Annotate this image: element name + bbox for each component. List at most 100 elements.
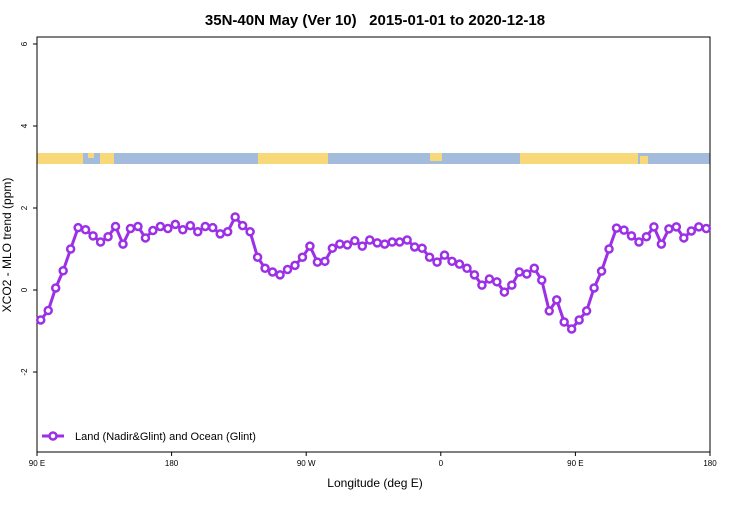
data-point: [215, 229, 225, 239]
data-point: [596, 266, 607, 276]
y-tick-label: 4: [20, 123, 29, 128]
data-point: [65, 244, 76, 254]
data-point: [178, 224, 188, 235]
data-point: [387, 237, 397, 247]
data-point: [469, 270, 480, 280]
data-point: [342, 240, 353, 250]
data-point: [409, 242, 420, 252]
data-point: [320, 256, 330, 267]
data-point: [245, 227, 255, 237]
x-axis-label: Longitude (deg E): [327, 476, 422, 490]
data-point: [514, 267, 525, 277]
data-point: [50, 283, 61, 293]
data-point: [350, 236, 360, 246]
data-point: [312, 257, 323, 267]
data-point: [140, 233, 151, 243]
data-point: [656, 239, 667, 249]
data-point: [574, 315, 584, 325]
data-point: [507, 280, 517, 290]
data-point: [402, 235, 412, 245]
data-point: [80, 224, 91, 235]
data-point: [694, 222, 704, 232]
data-point: [424, 252, 435, 262]
data-point: [365, 235, 375, 245]
data-point: [305, 241, 315, 251]
data-point: [252, 252, 263, 262]
data-point: [335, 239, 345, 249]
data-point: [267, 267, 278, 277]
data-point: [275, 270, 285, 280]
data-point: [297, 252, 308, 262]
y-axis-label: XCO2 - MLO trend (ppm): [0, 178, 14, 313]
data-point: [327, 243, 338, 253]
legend-marker: [48, 431, 58, 441]
data-point: [155, 221, 166, 232]
data-point: [73, 222, 83, 233]
data-point: [43, 305, 53, 316]
data-point: [230, 212, 240, 222]
data-point: [671, 222, 682, 232]
y-tick-label: -2: [20, 368, 29, 376]
x-tick-label: 90 E: [567, 459, 583, 468]
data-point: [379, 239, 390, 249]
data-point: [559, 317, 569, 327]
x-tick-label: 180: [703, 459, 717, 468]
data-point: [417, 243, 427, 253]
data-point: [619, 225, 629, 235]
data-point: [649, 222, 659, 232]
data-point: [634, 237, 644, 247]
data-point: [88, 231, 98, 241]
data-point: [103, 231, 113, 242]
data-point: [148, 225, 158, 236]
data-point: [35, 315, 46, 325]
data-point: [439, 250, 450, 260]
data-point: [357, 241, 368, 251]
data-point: [163, 223, 173, 234]
data-point: [604, 244, 614, 254]
x-tick-label: 90 W: [297, 459, 316, 468]
chart-title: 35N-40N May (Ver 10) 2015-01-01 to 2020-…: [205, 12, 545, 29]
data-point: [222, 227, 233, 237]
data-point: [394, 237, 405, 247]
data-point: [626, 231, 637, 241]
legend-label: Land (Nadir&Glint) and Ocean (Glint): [75, 431, 256, 443]
series-line: [39, 214, 707, 332]
data-point: [679, 233, 689, 243]
data-point: [544, 306, 554, 316]
data-point: [237, 220, 248, 231]
data-point: [193, 227, 203, 237]
data-point: [170, 219, 181, 230]
data-point: [484, 274, 495, 284]
data-point: [589, 283, 599, 293]
data-point: [499, 287, 510, 297]
y-tick-label: 6: [20, 41, 29, 46]
data-point: [537, 275, 547, 285]
data-point: [372, 238, 382, 248]
x-tick-label: 180: [165, 459, 179, 468]
data-point: [260, 263, 270, 274]
data-point: [95, 237, 106, 247]
data-point: [522, 269, 532, 279]
data-point: [566, 324, 577, 334]
data-point: [581, 306, 592, 316]
land-ocean-strip: [37, 153, 710, 164]
data-point: [200, 221, 210, 232]
data-point: [133, 221, 143, 232]
data-point: [58, 265, 68, 276]
data-point: [125, 223, 136, 234]
data-point: [611, 223, 622, 233]
data-point: [664, 224, 674, 234]
data-point: [447, 256, 457, 267]
x-tick-label: 90 E: [29, 459, 45, 468]
data-point: [477, 280, 487, 290]
data-point: [492, 277, 502, 287]
data-point: [282, 264, 293, 275]
y-tick-label: 0: [20, 287, 29, 292]
data-point: [185, 220, 196, 231]
data-point: [551, 295, 562, 305]
data-point: [118, 239, 128, 249]
data-point: [462, 263, 472, 274]
data-point: [529, 263, 540, 274]
data-point: [432, 257, 442, 267]
